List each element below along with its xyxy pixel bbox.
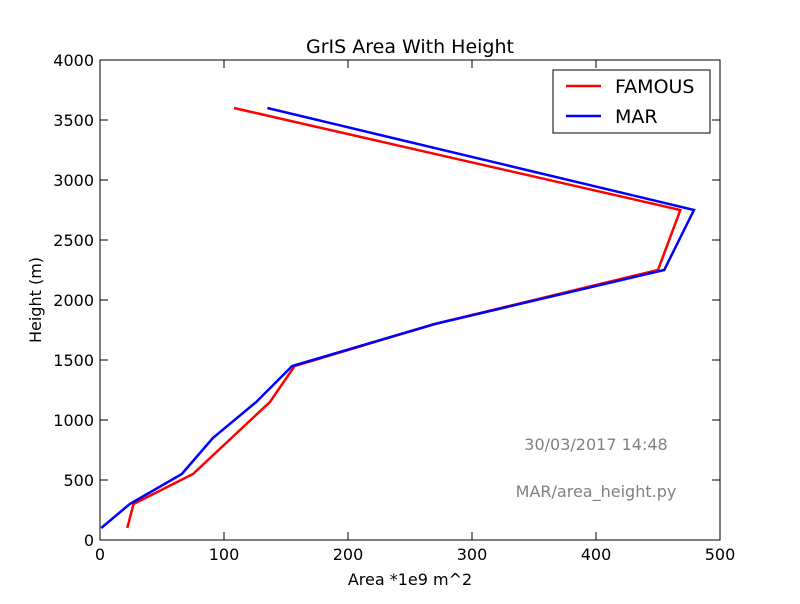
x-tick-label: 200 xyxy=(333,545,364,564)
y-tick-label: 1500 xyxy=(53,351,94,370)
legend-label-mar: MAR xyxy=(615,106,658,128)
x-tick-label: 100 xyxy=(209,545,240,564)
axis-ticks: 0 100 200 300 400 500 0 500 1000 1500 2000 2500 3000… xyxy=(53,51,735,564)
x-tick-label: 400 xyxy=(581,545,612,564)
x-tick-label: 500 xyxy=(705,545,736,564)
script-path-annotation: MAR/area_height.py xyxy=(516,482,677,502)
y-axis-label: Height (m) xyxy=(26,257,45,343)
plot-series-layer xyxy=(100,106,696,529)
legend-frame xyxy=(552,69,711,134)
x-tick-label: 0 xyxy=(95,545,105,564)
y-tick-label: 2500 xyxy=(53,231,94,250)
chart-title: GrIS Area With Height xyxy=(306,36,514,58)
y-tick-label: 4000 xyxy=(53,51,94,70)
legend: FAMOUS MAR xyxy=(552,69,711,134)
y-tick-label: 0 xyxy=(84,531,94,550)
y-tick-label: 3000 xyxy=(53,171,94,190)
y-tick-label: 1000 xyxy=(53,411,94,430)
legend-label-famous: FAMOUS xyxy=(615,76,695,98)
series-line-mar xyxy=(100,106,696,529)
x-axis-label: Area *1e9 m^2 xyxy=(348,570,472,589)
y-tick-label: 500 xyxy=(63,471,94,490)
series-line-famous xyxy=(126,106,682,529)
timestamp-annotation: 30/03/2017 14:48 xyxy=(524,435,667,454)
y-tick-label: 3500 xyxy=(53,111,94,130)
x-tick-label: 300 xyxy=(457,545,488,564)
y-tick-label: 2000 xyxy=(53,291,94,310)
